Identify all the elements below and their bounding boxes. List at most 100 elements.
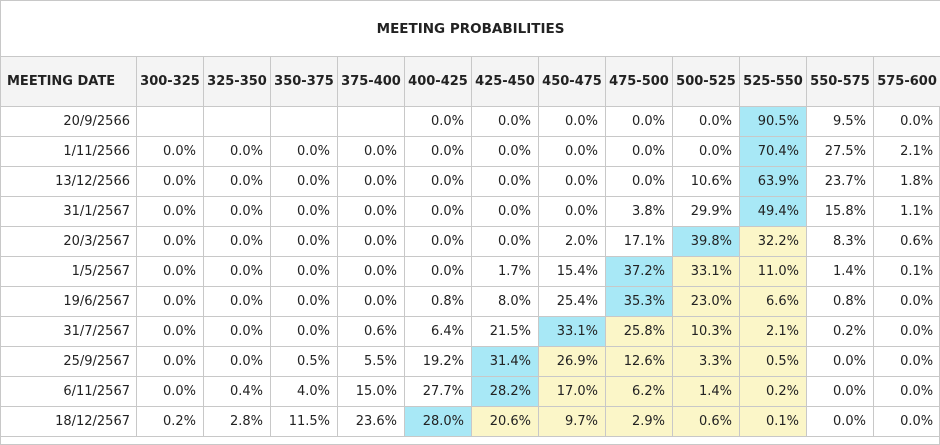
probability-cell: 0.0%: [203, 346, 271, 377]
probability-cell: 17.1%: [605, 226, 673, 257]
probability-cell: [337, 106, 405, 137]
probability-cell: 32.2%: [739, 226, 807, 257]
probability-cell: 11.5%: [270, 406, 338, 437]
probability-cell: 0.0%: [270, 256, 338, 287]
table-row: 20/3/2567 0.0% 0.0% 0.0% 0.0% 0.0% 0.0% 2.0% 17.…: [0, 226, 940, 257]
probability-cell: 2.8%: [203, 406, 271, 437]
table-row: 13/12/2566 0.0% 0.0% 0.0% 0.0% 0.0% 0.0% 0.0% 0.…: [0, 166, 940, 197]
probability-cell: 0.0%: [538, 196, 606, 227]
probability-cell: 0.0%: [136, 136, 204, 167]
probability-cell: 1.7%: [471, 256, 539, 287]
probability-cell: 0.2%: [739, 376, 807, 407]
probability-cell: 0.0%: [404, 106, 472, 137]
column-header-range: 550-575: [806, 56, 874, 107]
probability-cell: 0.6%: [872, 226, 940, 257]
probability-cell: 0.0%: [872, 376, 940, 407]
probability-cell: 0.0%: [270, 316, 338, 347]
meeting-date-cell: 20/3/2567: [0, 226, 137, 257]
table-title: MEETING PROBABILITIES: [0, 0, 940, 57]
probability-cell: 0.0%: [136, 166, 204, 197]
column-header-range: 350-375: [270, 56, 338, 107]
probability-cell: 3.8%: [605, 196, 673, 227]
probability-cell: 0.0%: [605, 166, 673, 197]
probability-cell: 0.0%: [806, 406, 874, 437]
probability-cell: 0.0%: [672, 106, 740, 137]
probability-cell: [270, 106, 338, 137]
probability-cell: 0.0%: [203, 136, 271, 167]
meeting-date-cell: 6/11/2567: [0, 376, 137, 407]
probability-cell: 39.8%: [672, 226, 740, 257]
probability-cell: 1.8%: [872, 166, 940, 197]
probability-cell: 0.1%: [872, 256, 940, 287]
probability-cell: [203, 106, 271, 137]
probability-cell: 0.0%: [203, 166, 271, 197]
probability-cell: 6.4%: [404, 316, 472, 347]
probability-cell: 0.0%: [270, 286, 338, 317]
probability-cell: 0.0%: [872, 286, 940, 317]
probability-cell: 0.0%: [872, 406, 940, 437]
probability-cell: 0.0%: [872, 106, 940, 137]
probability-cell: 29.9%: [672, 196, 740, 227]
probability-cell: 19.2%: [404, 346, 472, 377]
probability-cell: 0.6%: [337, 316, 405, 347]
probability-cell: 0.0%: [136, 346, 204, 377]
probability-cell: 21.5%: [471, 316, 539, 347]
column-header-meeting-date: MEETING DATE: [0, 56, 137, 107]
table-row: 1/11/2566 0.0% 0.0% 0.0% 0.0% 0.0% 0.0% 0.0% 0.0…: [0, 136, 940, 167]
probability-cell: 0.0%: [270, 166, 338, 197]
probability-cell: 37.2%: [605, 256, 673, 287]
probability-cell: 9.5%: [806, 106, 874, 137]
probability-cell: 15.8%: [806, 196, 874, 227]
table-body: 20/9/2566 0.0% 0.0% 0.0% 0.0% 0.0% 90.5% 9.5% 0.…: [0, 106, 940, 437]
meeting-date-cell: 1/5/2567: [0, 256, 137, 287]
probability-cell: 0.0%: [872, 346, 940, 377]
table-row: 20/9/2566 0.0% 0.0% 0.0% 0.0% 0.0% 90.5% 9.5% 0.…: [0, 106, 940, 137]
probability-cell: 0.0%: [806, 376, 874, 407]
column-header-range: 500-525: [672, 56, 740, 107]
probability-cell: 0.0%: [471, 226, 539, 257]
probability-cell: 6.6%: [739, 286, 807, 317]
probability-cell: 2.0%: [538, 226, 606, 257]
meeting-date-cell: 1/11/2566: [0, 136, 137, 167]
probability-cell: 70.4%: [739, 136, 807, 167]
probability-cell: [136, 106, 204, 137]
probability-cell: 0.0%: [806, 346, 874, 377]
probability-cell: 0.0%: [203, 226, 271, 257]
table-row: 18/12/2567 0.2% 2.8% 11.5% 23.6% 28.0% 20.6% 9.…: [0, 406, 940, 437]
probability-cell: 0.0%: [404, 196, 472, 227]
probability-cell: 0.0%: [136, 196, 204, 227]
meeting-date-cell: 20/9/2566: [0, 106, 137, 137]
probability-cell: 0.2%: [806, 316, 874, 347]
probability-cell: 90.5%: [739, 106, 807, 137]
probability-cell: 1.1%: [872, 196, 940, 227]
probability-cell: 0.0%: [471, 196, 539, 227]
probability-cell: 0.6%: [672, 406, 740, 437]
probability-cell: 0.0%: [136, 376, 204, 407]
probability-cell: 0.0%: [538, 106, 606, 137]
probability-cell: 28.0%: [404, 406, 472, 437]
probability-cell: 17.0%: [538, 376, 606, 407]
probability-cell: 0.0%: [471, 106, 539, 137]
column-header-range: 300-325: [136, 56, 204, 107]
probability-cell: 0.8%: [404, 286, 472, 317]
column-header-range: 475-500: [605, 56, 673, 107]
column-header-range: 525-550: [739, 56, 807, 107]
probability-cell: 0.0%: [203, 316, 271, 347]
probability-cell: 0.0%: [337, 196, 405, 227]
probability-cell: 0.5%: [739, 346, 807, 377]
meeting-date-cell: 31/7/2567: [0, 316, 137, 347]
probability-cell: 0.0%: [203, 286, 271, 317]
probability-cell: 11.0%: [739, 256, 807, 287]
probability-cell: 31.4%: [471, 346, 539, 377]
probability-cell: 33.1%: [538, 316, 606, 347]
table-row: 1/5/2567 0.0% 0.0% 0.0% 0.0% 0.0% 1.7% 15.4% 37.…: [0, 256, 940, 287]
probability-cell: 23.7%: [806, 166, 874, 197]
probability-cell: 27.5%: [806, 136, 874, 167]
probability-cell: 12.6%: [605, 346, 673, 377]
table-row: 31/7/2567 0.0% 0.0% 0.0% 0.6% 6.4% 21.5% 33.1% 2…: [0, 316, 940, 347]
probability-cell: 49.4%: [739, 196, 807, 227]
probability-cell: 0.0%: [404, 226, 472, 257]
probability-cell: 4.0%: [270, 376, 338, 407]
probability-cell: 0.0%: [605, 136, 673, 167]
meeting-date-cell: 13/12/2566: [0, 166, 137, 197]
